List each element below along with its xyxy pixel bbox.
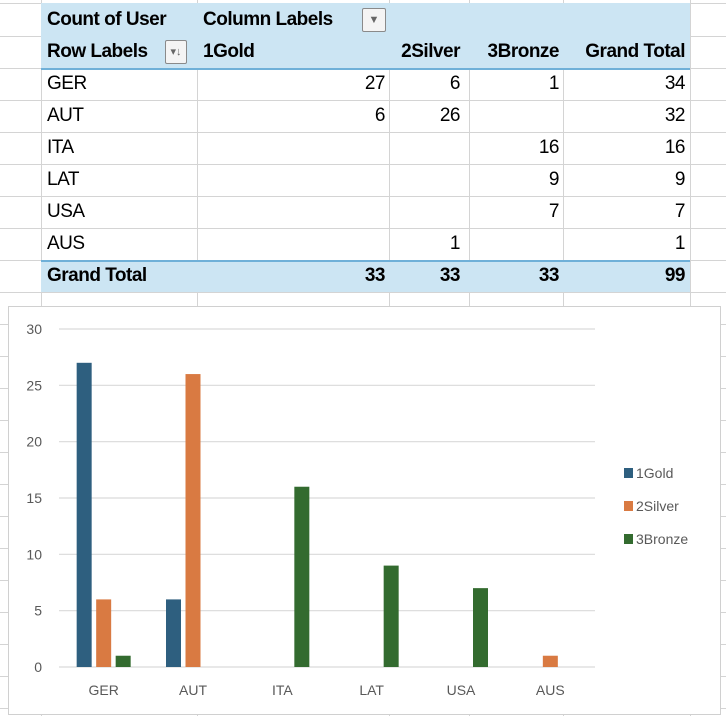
row-label[interactable]: LAT [47, 169, 79, 190]
row-label[interactable]: AUT [47, 105, 84, 126]
value-field-label: Count of User [47, 9, 167, 30]
pivot-value-cell: 1 [548, 73, 560, 94]
pivot-value-cell: 16 [664, 137, 686, 158]
row-label[interactable]: USA [47, 201, 85, 222]
x-tick-label: USA [447, 682, 476, 698]
legend-label-3bronze: 3Bronze [636, 531, 688, 547]
x-tick-label: AUS [536, 682, 565, 698]
pivot-value-cell: 32 [664, 105, 686, 126]
bar-1gold-ger [76, 362, 92, 667]
grand-total-value: 33 [439, 265, 461, 286]
pivot-value-cell: 7 [548, 201, 560, 222]
row-gridline [0, 164, 726, 165]
x-tick-label: LAT [359, 682, 384, 698]
bar-3bronze-ita [294, 486, 310, 667]
y-tick-label: 15 [26, 490, 42, 506]
bar-3bronze-usa [473, 588, 488, 667]
grand-total-label: Grand Total [47, 265, 147, 286]
dropdown-triangle-icon: ▼ [368, 14, 380, 26]
sort-filter-icon: ▾↓ [170, 46, 182, 58]
bar-2silver-ger [96, 599, 112, 667]
y-tick-label: 30 [26, 321, 42, 337]
legend-swatch-1gold [624, 468, 633, 478]
y-tick-label: 10 [26, 546, 42, 562]
pivot-value-cell: 34 [664, 73, 686, 94]
pivot-value-cell: 9 [674, 169, 686, 190]
grand-total-value: 33 [364, 265, 386, 286]
bar-2silver-aut [185, 374, 201, 667]
y-tick-label: 5 [34, 603, 42, 619]
pivot-value-cell: 26 [439, 105, 461, 126]
legend-swatch-3bronze [624, 534, 633, 544]
row-label[interactable]: GER [47, 73, 87, 94]
pivot-table[interactable]: Count of User Column Labels ▼ Row Labels… [41, 3, 690, 292]
column-header-grand-total: Grand Total [585, 41, 685, 62]
row-gridline [0, 100, 726, 101]
clustered-column-chart[interactable]: 0 5 10 15 20 25 30 GER AUT ITA LAT USA AUS 1Gold 2Silv… [8, 306, 721, 715]
row-label[interactable]: ITA [47, 137, 74, 158]
pivot-value-cell: 9 [548, 169, 560, 190]
bar-1gold-aut [166, 599, 181, 667]
x-tick-label: GER [88, 682, 118, 698]
legend-label-1gold: 1Gold [636, 465, 673, 481]
column-filter-dropdown[interactable]: ▼ [362, 8, 386, 32]
pivot-value-cell: 6 [449, 73, 461, 94]
x-tick-label: ITA [272, 682, 293, 698]
y-tick-label: 0 [34, 659, 42, 675]
chart-svg: 0 5 10 15 20 25 30 GER AUT ITA LAT USA AUS 1Gold 2Silv… [26, 321, 688, 698]
bar-2silver-aus [542, 655, 558, 667]
row-sort-filter-dropdown[interactable]: ▾↓ [165, 40, 187, 64]
y-tick-label: 25 [26, 377, 42, 393]
bar-3bronze-ger [115, 655, 131, 667]
row-label[interactable]: AUS [47, 233, 85, 254]
legend-swatch-2silver [624, 501, 633, 511]
row-gridline [0, 228, 726, 229]
legend-label-2silver: 2Silver [636, 498, 679, 514]
y-tick-label: 20 [26, 434, 42, 450]
pivot-value-cell: 7 [674, 201, 686, 222]
pivot-total-band [41, 260, 690, 292]
row-gridline [0, 196, 726, 197]
bar-3bronze-lat [383, 565, 399, 667]
column-header-3bronze: 3Bronze [487, 41, 560, 62]
column-labels-header: Column Labels [203, 9, 333, 30]
row-gridline [0, 132, 726, 133]
column-header-2silver: 2Silver [401, 41, 460, 62]
row-labels-header: Row Labels [47, 41, 148, 62]
x-tick-label: AUT [179, 682, 207, 698]
pivot-value-cell: 1 [449, 233, 461, 254]
pivot-value-cell: 1 [674, 233, 686, 254]
row-gridline [0, 292, 726, 293]
column-header-1gold: 1Gold [203, 41, 255, 62]
pivot-value-cell: 6 [374, 105, 386, 126]
pivot-value-cell: 27 [364, 73, 386, 94]
grand-total-value: 33 [538, 265, 560, 286]
grand-total-value: 99 [664, 265, 686, 286]
pivot-value-cell: 16 [538, 137, 560, 158]
